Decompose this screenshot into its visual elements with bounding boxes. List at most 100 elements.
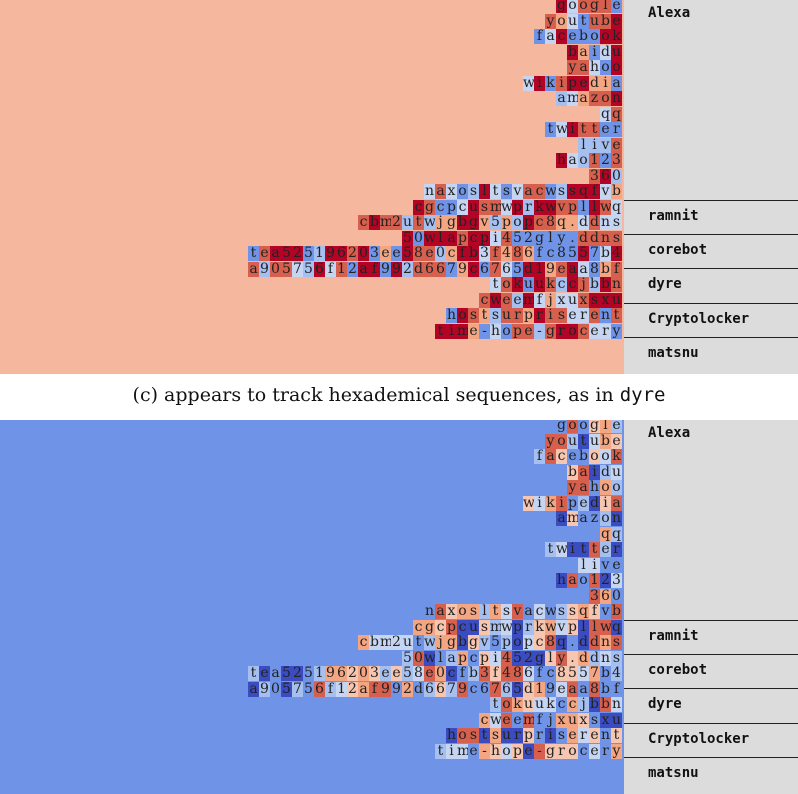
char-cell: s bbox=[468, 603, 479, 619]
char-cell: m bbox=[457, 742, 471, 759]
char-cell: d bbox=[578, 634, 589, 650]
char-cell: p bbox=[446, 198, 457, 215]
char-cell: e bbox=[380, 665, 391, 681]
char-cell: n bbox=[600, 307, 611, 323]
char-cell: w bbox=[424, 634, 436, 650]
char-cell: e bbox=[380, 245, 391, 261]
char-cell: o bbox=[611, 59, 622, 75]
char-cell: n bbox=[611, 696, 622, 712]
char-cell: u bbox=[567, 711, 578, 728]
char-cell: u bbox=[589, 12, 600, 29]
char-cell: x bbox=[600, 711, 611, 728]
char-cell: g bbox=[545, 322, 556, 339]
char-cell: s bbox=[611, 229, 622, 246]
char-cell: n bbox=[600, 727, 611, 743]
char-cell: . bbox=[567, 215, 578, 230]
char-cell: 5 bbox=[402, 665, 413, 681]
char-cell: a bbox=[567, 152, 578, 168]
char-cell: 6 bbox=[424, 680, 435, 697]
char-cell: 7 bbox=[446, 680, 457, 697]
char-cell: o bbox=[578, 152, 589, 168]
char-cell: 7 bbox=[490, 260, 501, 277]
char-cell: d bbox=[578, 649, 589, 666]
char-cell: c bbox=[545, 245, 556, 261]
char-cell: m bbox=[567, 510, 581, 526]
char-cell: n bbox=[611, 510, 622, 526]
char-cell: u bbox=[611, 291, 622, 308]
char-cell: u bbox=[589, 432, 600, 449]
char-cell: w bbox=[556, 121, 568, 137]
char-cell: a bbox=[567, 260, 578, 277]
group-separator bbox=[624, 303, 798, 304]
char-cell: d bbox=[589, 649, 600, 666]
char-cell: x bbox=[578, 291, 589, 308]
char-cell: e bbox=[501, 291, 512, 308]
char-cell: j bbox=[545, 292, 556, 308]
char-cell: u bbox=[534, 276, 545, 292]
char-cell: t bbox=[435, 323, 446, 339]
char-cell: p bbox=[567, 618, 578, 635]
char-cell: 5 bbox=[303, 260, 314, 277]
char-cell: a bbox=[578, 59, 589, 75]
char-cell: b bbox=[578, 28, 589, 44]
char-cell: k bbox=[611, 448, 622, 464]
char-cell: e bbox=[556, 260, 567, 277]
char-cell: s bbox=[501, 603, 512, 619]
char-cell: - bbox=[479, 743, 490, 759]
char-cell: k bbox=[545, 494, 556, 511]
char-cell: i bbox=[556, 75, 567, 91]
char-cell: j bbox=[578, 277, 589, 292]
char-cell: h bbox=[446, 727, 457, 743]
char-cell: w bbox=[490, 711, 502, 728]
char-cell: r bbox=[611, 122, 622, 137]
char-cell: 1 bbox=[314, 665, 325, 681]
char-cell: l bbox=[435, 650, 446, 666]
char-cell: t bbox=[248, 246, 259, 261]
char-cell: e bbox=[567, 28, 578, 44]
char-cell: f bbox=[534, 292, 545, 308]
char-cell: v bbox=[600, 136, 611, 153]
char-cell: u bbox=[534, 696, 545, 712]
char-cell: j bbox=[435, 635, 446, 650]
char-cell: a bbox=[611, 494, 622, 511]
char-cell: a bbox=[578, 43, 589, 60]
char-cell: d bbox=[589, 229, 600, 246]
char-cell: 0 bbox=[611, 167, 622, 184]
char-cell: w bbox=[424, 229, 436, 246]
char-cell: q bbox=[578, 603, 589, 619]
char-cell: b bbox=[567, 43, 578, 60]
char-cell: t bbox=[413, 635, 424, 650]
char-cell: 2 bbox=[391, 634, 402, 650]
char-cell: t bbox=[578, 433, 589, 449]
char-cell: 8 bbox=[556, 245, 567, 261]
char-cell: a bbox=[578, 90, 589, 106]
char-cell: 9 bbox=[325, 245, 336, 261]
char-cell: b bbox=[600, 680, 611, 697]
char-cell: e bbox=[589, 307, 600, 323]
char-cell: a bbox=[567, 680, 578, 697]
char-cell: q bbox=[611, 618, 622, 635]
char-cell: u bbox=[402, 634, 413, 650]
char-cell: c bbox=[435, 198, 446, 215]
char-cell: r bbox=[556, 743, 567, 759]
group-label: ramnit bbox=[648, 628, 699, 644]
char-cell: l bbox=[589, 199, 600, 215]
char-cell: s bbox=[479, 198, 490, 215]
char-cell: a bbox=[523, 603, 534, 619]
char-cell: x bbox=[446, 603, 457, 619]
char-cell: c bbox=[556, 28, 567, 44]
char-cell: e bbox=[600, 541, 611, 557]
group-separator bbox=[624, 268, 798, 269]
char-cell: 9 bbox=[380, 680, 391, 697]
char-cell: p bbox=[523, 307, 534, 323]
char-cell: 0 bbox=[270, 680, 281, 697]
char-cell: 6 bbox=[501, 260, 512, 277]
char-cell: l bbox=[578, 199, 589, 215]
char-cell: 5 bbox=[303, 665, 314, 681]
char-cell: h bbox=[556, 572, 567, 588]
char-cell: e bbox=[611, 0, 622, 13]
char-cell: u bbox=[567, 12, 578, 29]
char-cell: w bbox=[523, 74, 535, 91]
char-cell: 6 bbox=[501, 680, 512, 697]
char-cell: 0 bbox=[611, 587, 622, 604]
